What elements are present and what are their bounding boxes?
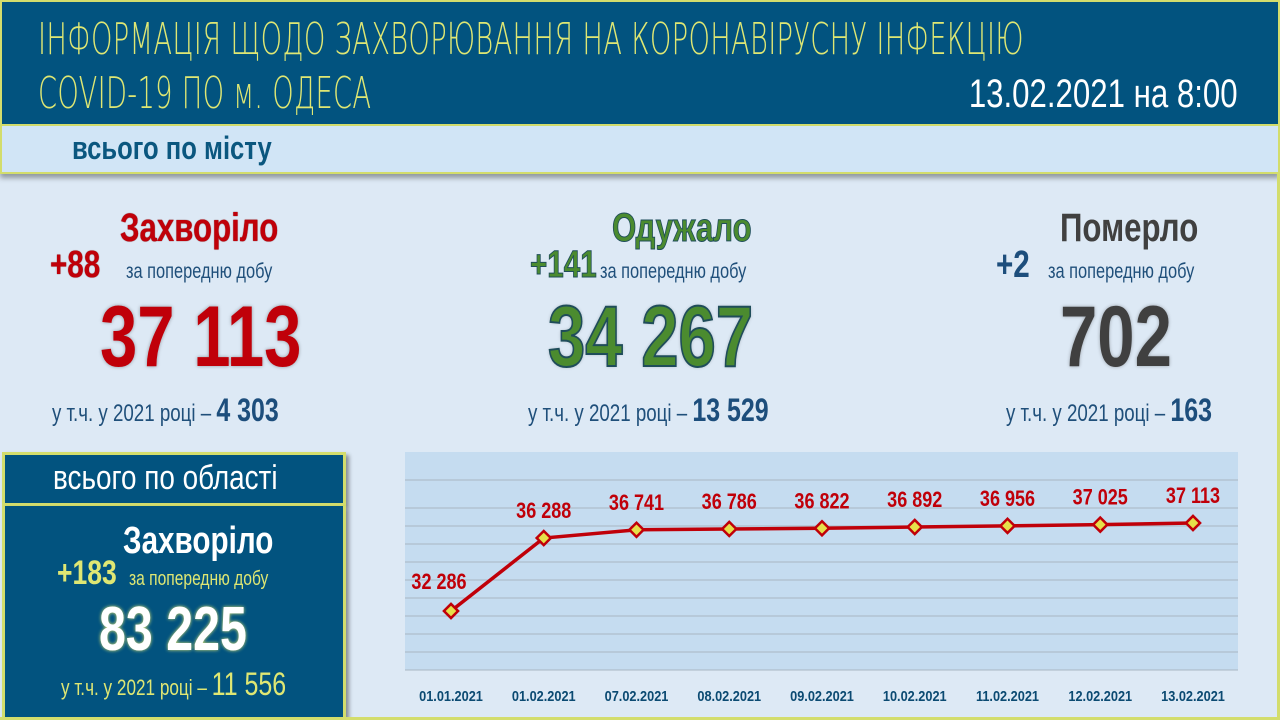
title-line-2: COVID-19 ПО м. ОДЕСА (38, 68, 372, 119)
region-sick-card: Захворіло +183 за попередню добу 83 225 … (2, 506, 346, 720)
recovered-year-line: у т.ч. у 2021 році – 13 529 (528, 392, 769, 429)
recovered-total: 34 267 (547, 288, 754, 386)
chart-data-labels: 32 286 36 288 36 741 36 786 36 822 36 892 36 9… (411, 484, 1220, 594)
sick-delta: +88 (50, 244, 101, 286)
right-border (1277, 174, 1280, 720)
chart-gridlines (405, 479, 1238, 671)
region-delta: +183 (57, 554, 117, 592)
recovered-year-value: 13 529 (692, 392, 769, 428)
data-point-marker (720, 520, 739, 538)
data-label: 36 288 (516, 499, 571, 523)
data-label: 36 786 (702, 490, 757, 514)
data-point-marker (1091, 515, 1110, 534)
title-line-1: ІНФОРМАЦІЯ ЩОДО ЗАХВОРЮВАННЯ НА КОРОНАВІ… (38, 14, 1024, 65)
sick-year-value: 4 303 (216, 392, 279, 428)
x-axis-label: 11.02.2021 (976, 687, 1039, 704)
region-total: 83 225 (99, 595, 247, 664)
data-label: 36 956 (980, 487, 1035, 511)
data-point-marker (534, 529, 553, 547)
recovered-year-label: у т.ч. у 2021 році – (528, 400, 688, 427)
died-year-line: у т.ч. у 2021 році – 163 (1006, 392, 1212, 429)
sick-delta-label: за попередню добу (126, 260, 273, 283)
data-point-marker (813, 519, 831, 538)
died-total: 702 (1060, 289, 1172, 385)
recovered-delta: +141 (530, 244, 598, 287)
data-point-marker (627, 520, 646, 539)
data-label: 36 892 (887, 488, 942, 512)
x-axis-label: 12.02.2021 (1068, 687, 1132, 704)
data-label: 37 113 (1166, 484, 1220, 508)
x-axis-label: 09.02.2021 (790, 687, 854, 704)
sick-year-label: у т.ч. у 2021 році – (52, 400, 212, 427)
data-point-marker (442, 602, 460, 620)
region-section-label: всього по області (53, 459, 278, 497)
data-point-marker (1184, 514, 1202, 532)
bottom-border (0, 717, 1280, 720)
data-point-marker (905, 518, 924, 536)
region-section-header: всього по області (2, 452, 346, 506)
died-delta: +2 (996, 244, 1030, 286)
x-axis-label: 01.01.2021 (419, 687, 483, 704)
data-label: 32 286 (411, 570, 466, 594)
recovered-title: Одужало (612, 206, 753, 251)
region-year-value: 11 556 (211, 666, 287, 702)
x-axis-label: 07.02.2021 (605, 687, 669, 704)
chart-x-axis-labels: 01.01.2021 01.02.2021 07.02.2021 08.02.2021… (419, 687, 1225, 704)
data-label: 36 741 (609, 491, 664, 515)
chart-plot-area (405, 452, 1238, 670)
page-header: ІНФОРМАЦІЯ ЩОДО ЗАХВОРЮВАННЯ НА КОРОНАВІ… (0, 0, 1280, 126)
data-point-marker (998, 517, 1017, 535)
region-title: Захворіло (123, 520, 274, 562)
x-axis-label: 10.02.2021 (883, 687, 947, 704)
data-label: 36 822 (794, 490, 849, 514)
chart-series-line (449, 521, 1194, 613)
x-axis-label: 01.02.2021 (512, 687, 576, 704)
died-year-value: 163 (1170, 392, 1212, 428)
sick-title: Захворіло (120, 206, 279, 250)
recovered-delta-label: за попередню добу (600, 260, 747, 283)
city-section-band: всього по місту (0, 126, 1280, 174)
x-axis-label: 13.02.2021 (1161, 687, 1225, 704)
died-year-label: у т.ч. у 2021 році – (1006, 400, 1166, 427)
region-delta-label: за попередню добу (129, 568, 269, 590)
sick-year-line: у т.ч. у 2021 році – 4 303 (52, 392, 279, 429)
region-year-line: у т.ч. у 2021 році – 11 556 (61, 666, 286, 703)
chart-markers (442, 514, 1202, 620)
city-section-label: всього по місту (72, 130, 272, 166)
report-date: 13.02.2021 на 8:00 (969, 72, 1238, 116)
died-delta-label: за попередню добу (1048, 260, 1195, 283)
x-axis-label: 08.02.2021 (697, 687, 761, 704)
died-title: Померло (1060, 206, 1199, 250)
data-label: 37 025 (1073, 486, 1128, 510)
sick-total: 37 113 (100, 289, 302, 385)
region-year-label: у т.ч. у 2021 році – (61, 675, 207, 700)
